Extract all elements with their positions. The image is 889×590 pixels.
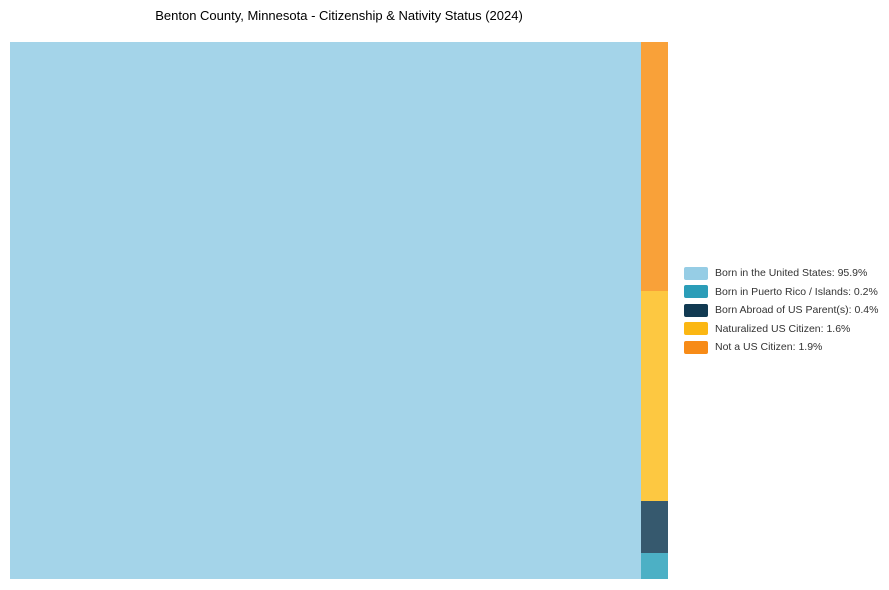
treemap-rect-born-in-us[interactable] bbox=[10, 42, 641, 579]
legend-swatch-icon bbox=[684, 340, 708, 354]
legend-swatch-icon bbox=[684, 266, 708, 280]
legend-swatch-icon bbox=[684, 303, 708, 317]
treemap-plot bbox=[10, 42, 668, 579]
legend-label: Born in the United States: 95.9% bbox=[715, 267, 868, 280]
legend: Born in the United States: 95.9% Born in … bbox=[684, 264, 878, 357]
legend-item-born-in-us[interactable]: Born in the United States: 95.9% bbox=[684, 264, 878, 283]
treemap-rect-naturalized-us-citizen[interactable] bbox=[641, 291, 668, 501]
legend-item-born-in-puerto-rico-islands[interactable]: Born in Puerto Rico / Islands: 0.2% bbox=[684, 283, 878, 302]
treemap-rect-born-abroad-us-parents[interactable] bbox=[641, 501, 668, 553]
legend-item-born-abroad-us-parents[interactable]: Born Abroad of US Parent(s): 0.4% bbox=[684, 301, 878, 320]
legend-swatch-icon bbox=[684, 322, 708, 336]
legend-label: Not a US Citizen: 1.9% bbox=[715, 341, 823, 354]
legend-label: Born Abroad of US Parent(s): 0.4% bbox=[715, 304, 879, 317]
legend-label: Naturalized US Citizen: 1.6% bbox=[715, 322, 851, 335]
legend-item-naturalized-us-citizen[interactable]: Naturalized US Citizen: 1.6% bbox=[684, 320, 878, 339]
treemap-rect-born-in-puerto-rico-islands[interactable] bbox=[641, 553, 668, 579]
treemap-rect-not-a-us-citizen[interactable] bbox=[641, 42, 668, 291]
chart-title: Benton County, Minnesota - Citizenship &… bbox=[155, 8, 523, 23]
legend-swatch-icon bbox=[684, 285, 708, 299]
legend-label: Born in Puerto Rico / Islands: 0.2% bbox=[715, 285, 878, 298]
legend-item-not-a-us-citizen[interactable]: Not a US Citizen: 1.9% bbox=[684, 338, 878, 357]
